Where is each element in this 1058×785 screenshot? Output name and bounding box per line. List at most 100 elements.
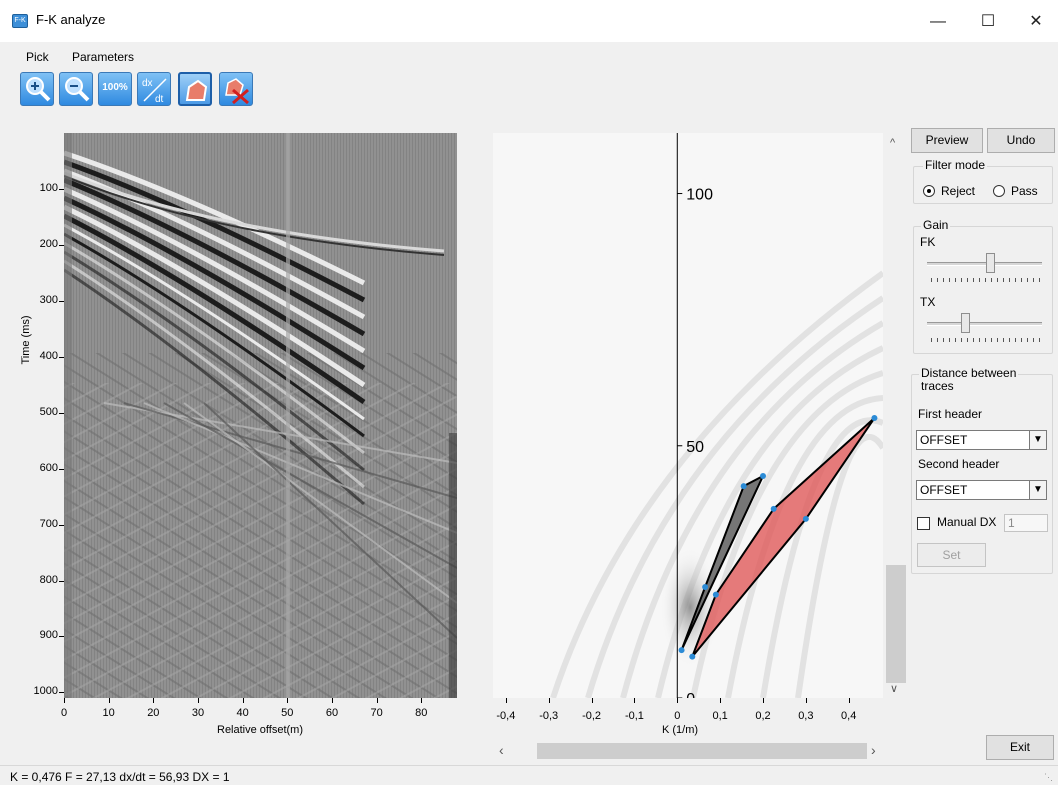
fk-x-tick bbox=[548, 698, 550, 703]
seismic-x-tick-label: 80 bbox=[415, 707, 428, 719]
tx-gain-slider[interactable] bbox=[960, 313, 970, 333]
app-icon: F-K bbox=[12, 14, 28, 28]
dx-dt-button[interactable]: dx dt bbox=[137, 72, 171, 106]
fk-energy-band bbox=[795, 433, 883, 698]
seismic-event bbox=[64, 204, 366, 388]
svg-text:dt: dt bbox=[155, 94, 164, 105]
manual-dx-checkbox[interactable] bbox=[917, 517, 930, 530]
menu-parameters[interactable]: Parameters bbox=[72, 50, 135, 64]
distance-title: Distance between traces bbox=[919, 366, 1019, 393]
seismic-event bbox=[64, 195, 366, 371]
zoom-out-button[interactable] bbox=[59, 72, 93, 106]
seismic-y-tick bbox=[59, 692, 64, 694]
first-header-label: First header bbox=[918, 407, 983, 421]
polygon-pick-icon bbox=[185, 79, 208, 101]
seismic-x-tick bbox=[153, 698, 155, 703]
zoom-100-icon: 100% bbox=[102, 82, 128, 93]
scroll-down-icon[interactable]: ∨ bbox=[890, 683, 899, 695]
horizontal-scrollbar[interactable]: ‹ › bbox=[493, 740, 885, 762]
pass-label: Pass bbox=[1011, 184, 1038, 198]
exit-button[interactable]: Exit bbox=[986, 735, 1054, 760]
seismic-x-tick bbox=[287, 698, 289, 703]
fk-x-tick bbox=[677, 698, 679, 703]
seismic-event bbox=[64, 250, 365, 472]
fk-polygon-vertex bbox=[802, 515, 809, 522]
fk-spectrum[interactable]: 100 50 0 bbox=[493, 133, 883, 698]
fk-polygon-vertex bbox=[871, 415, 878, 422]
fk-polygons bbox=[678, 415, 878, 660]
fk-x-tick-label: 0,1 bbox=[712, 710, 728, 722]
manual-dx-input[interactable]: 1 bbox=[1004, 514, 1048, 532]
zoom-out-icon bbox=[65, 77, 90, 102]
seismic-events bbox=[64, 150, 457, 698]
seismic-x-tick bbox=[376, 698, 378, 703]
vertical-scrollbar[interactable]: ^ ∨ bbox=[886, 133, 906, 698]
scroll-right-icon[interactable]: › bbox=[871, 742, 876, 758]
seismic-event bbox=[64, 268, 365, 506]
fk-x-tick-label: 0 bbox=[674, 710, 681, 722]
scroll-left-icon[interactable]: ‹ bbox=[499, 742, 504, 758]
fk-y-tick-label: 50 bbox=[686, 439, 704, 456]
distance-title-line2: traces bbox=[921, 379, 954, 393]
seismic-event bbox=[64, 150, 366, 286]
seismic-event bbox=[183, 402, 457, 604]
fk-axis: 100 50 0 bbox=[676, 133, 713, 698]
reject-radio[interactable] bbox=[923, 185, 935, 197]
seismic-y-tick bbox=[59, 188, 64, 190]
gain-title: Gain bbox=[921, 218, 951, 232]
fk-y-tick-label: 100 bbox=[686, 187, 713, 204]
title-bar bbox=[0, 0, 1058, 42]
undo-button[interactable]: Undo bbox=[987, 128, 1055, 153]
fk-x-tick-label: 0,2 bbox=[755, 710, 771, 722]
seismic-x-tick bbox=[421, 698, 423, 703]
seismic-y-tick-label: 1000 bbox=[33, 685, 58, 698]
fk-x-tick bbox=[505, 698, 507, 703]
seismic-event bbox=[64, 241, 365, 455]
seismic-event bbox=[123, 402, 457, 499]
seismic-event bbox=[64, 213, 366, 405]
seismic-event bbox=[103, 402, 457, 464]
distance-title-line1: Distance between bbox=[921, 366, 1017, 380]
chevron-down-icon[interactable]: ▼ bbox=[1029, 431, 1046, 449]
seismic-event bbox=[64, 175, 445, 256]
seismic-x-tick-label: 50 bbox=[281, 707, 294, 719]
fk-polygon-vertex bbox=[712, 591, 719, 598]
menu-pick[interactable]: Pick bbox=[26, 50, 49, 64]
second-header-select[interactable]: OFFSET ▼ bbox=[916, 480, 1047, 500]
vertical-scroll-thumb[interactable] bbox=[886, 565, 906, 683]
seismic-y-tick bbox=[59, 300, 64, 302]
seismic-section[interactable] bbox=[64, 133, 457, 698]
seismic-xlabel: Relative offset(m) bbox=[217, 724, 303, 736]
seismic-y-tick bbox=[59, 412, 64, 414]
fk-x-tick bbox=[848, 698, 850, 703]
fk-energy-band bbox=[585, 295, 883, 698]
pass-radio[interactable] bbox=[993, 185, 1005, 197]
set-button[interactable]: Set bbox=[917, 543, 986, 567]
fk-gain-track bbox=[927, 262, 1042, 266]
seismic-x-tick-label: 60 bbox=[325, 707, 339, 719]
scroll-up-icon[interactable]: ^ bbox=[890, 137, 896, 149]
fk-x-tick-label: -0,2 bbox=[582, 710, 602, 722]
zoom-100-button[interactable]: 100% bbox=[98, 72, 132, 106]
chevron-down-icon[interactable]: ▼ bbox=[1029, 481, 1046, 499]
seismic-image bbox=[64, 133, 457, 698]
preview-button[interactable]: Preview bbox=[911, 128, 983, 153]
fk-background bbox=[493, 133, 883, 698]
fk-x-tick bbox=[763, 698, 764, 703]
fk-gain-slider[interactable] bbox=[986, 253, 996, 273]
fk-polygon-vertex bbox=[689, 653, 696, 660]
dx-dt-icon: dx dt bbox=[142, 78, 167, 105]
seismic-event bbox=[143, 402, 457, 534]
delete-polygon-button[interactable] bbox=[219, 72, 253, 106]
maximize-button[interactable]: ☐ bbox=[980, 13, 996, 30]
close-button[interactable]: ✕ bbox=[1029, 13, 1043, 30]
first-header-select[interactable]: OFFSET ▼ bbox=[916, 430, 1047, 450]
resize-grip-icon[interactable]: ⋱ bbox=[1044, 772, 1053, 782]
polygon-pick-button[interactable] bbox=[178, 72, 212, 106]
horizontal-scroll-thumb[interactable] bbox=[537, 743, 867, 759]
zoom-in-button[interactable] bbox=[20, 72, 54, 106]
minimize-button[interactable]: — bbox=[930, 13, 946, 30]
tx-gain-ticks bbox=[931, 338, 1041, 342]
seismic-event bbox=[163, 402, 457, 569]
fk-x-tick bbox=[634, 698, 636, 703]
